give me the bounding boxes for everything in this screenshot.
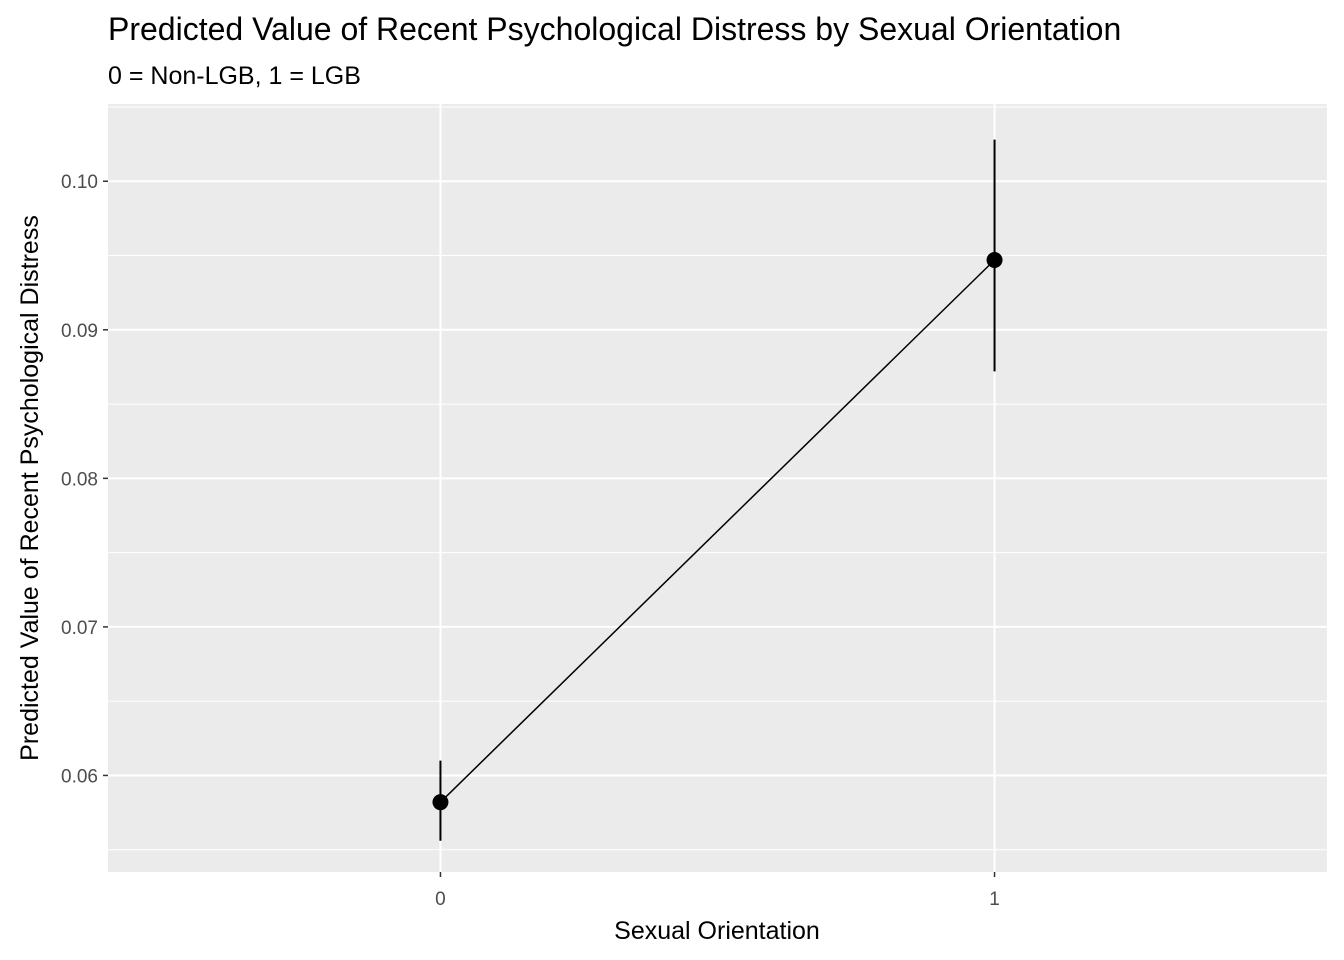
plot-panel bbox=[108, 104, 1327, 872]
y-axis-title: Predicted Value of Recent Psychological … bbox=[16, 215, 44, 761]
y-tick-label: 0.08 bbox=[61, 469, 98, 490]
series-line bbox=[439, 259, 996, 803]
y-tick-label: 0.07 bbox=[61, 618, 98, 639]
y-axis-ticks: 0.06 0.07 0.08 0.09 0.10 bbox=[61, 172, 108, 787]
x-tick-label: 1 bbox=[989, 889, 1000, 910]
data-point bbox=[432, 794, 449, 811]
y-tick-label: 0.06 bbox=[61, 766, 98, 787]
minor-gridlines bbox=[108, 106, 1327, 851]
y-tick-label: 0.09 bbox=[61, 321, 98, 342]
data-point bbox=[986, 251, 1003, 268]
x-axis-title: Sexual Orientation bbox=[614, 917, 820, 945]
major-gridlines bbox=[108, 104, 1327, 872]
y-tick-label: 0.10 bbox=[61, 172, 98, 193]
data-marks bbox=[432, 139, 1003, 841]
chart-title: Predicted Value of Recent Psychological … bbox=[108, 11, 1121, 47]
x-tick-label: 0 bbox=[435, 889, 446, 910]
chart-subtitle: 0 = Non-LGB, 1 = LGB bbox=[108, 62, 361, 90]
